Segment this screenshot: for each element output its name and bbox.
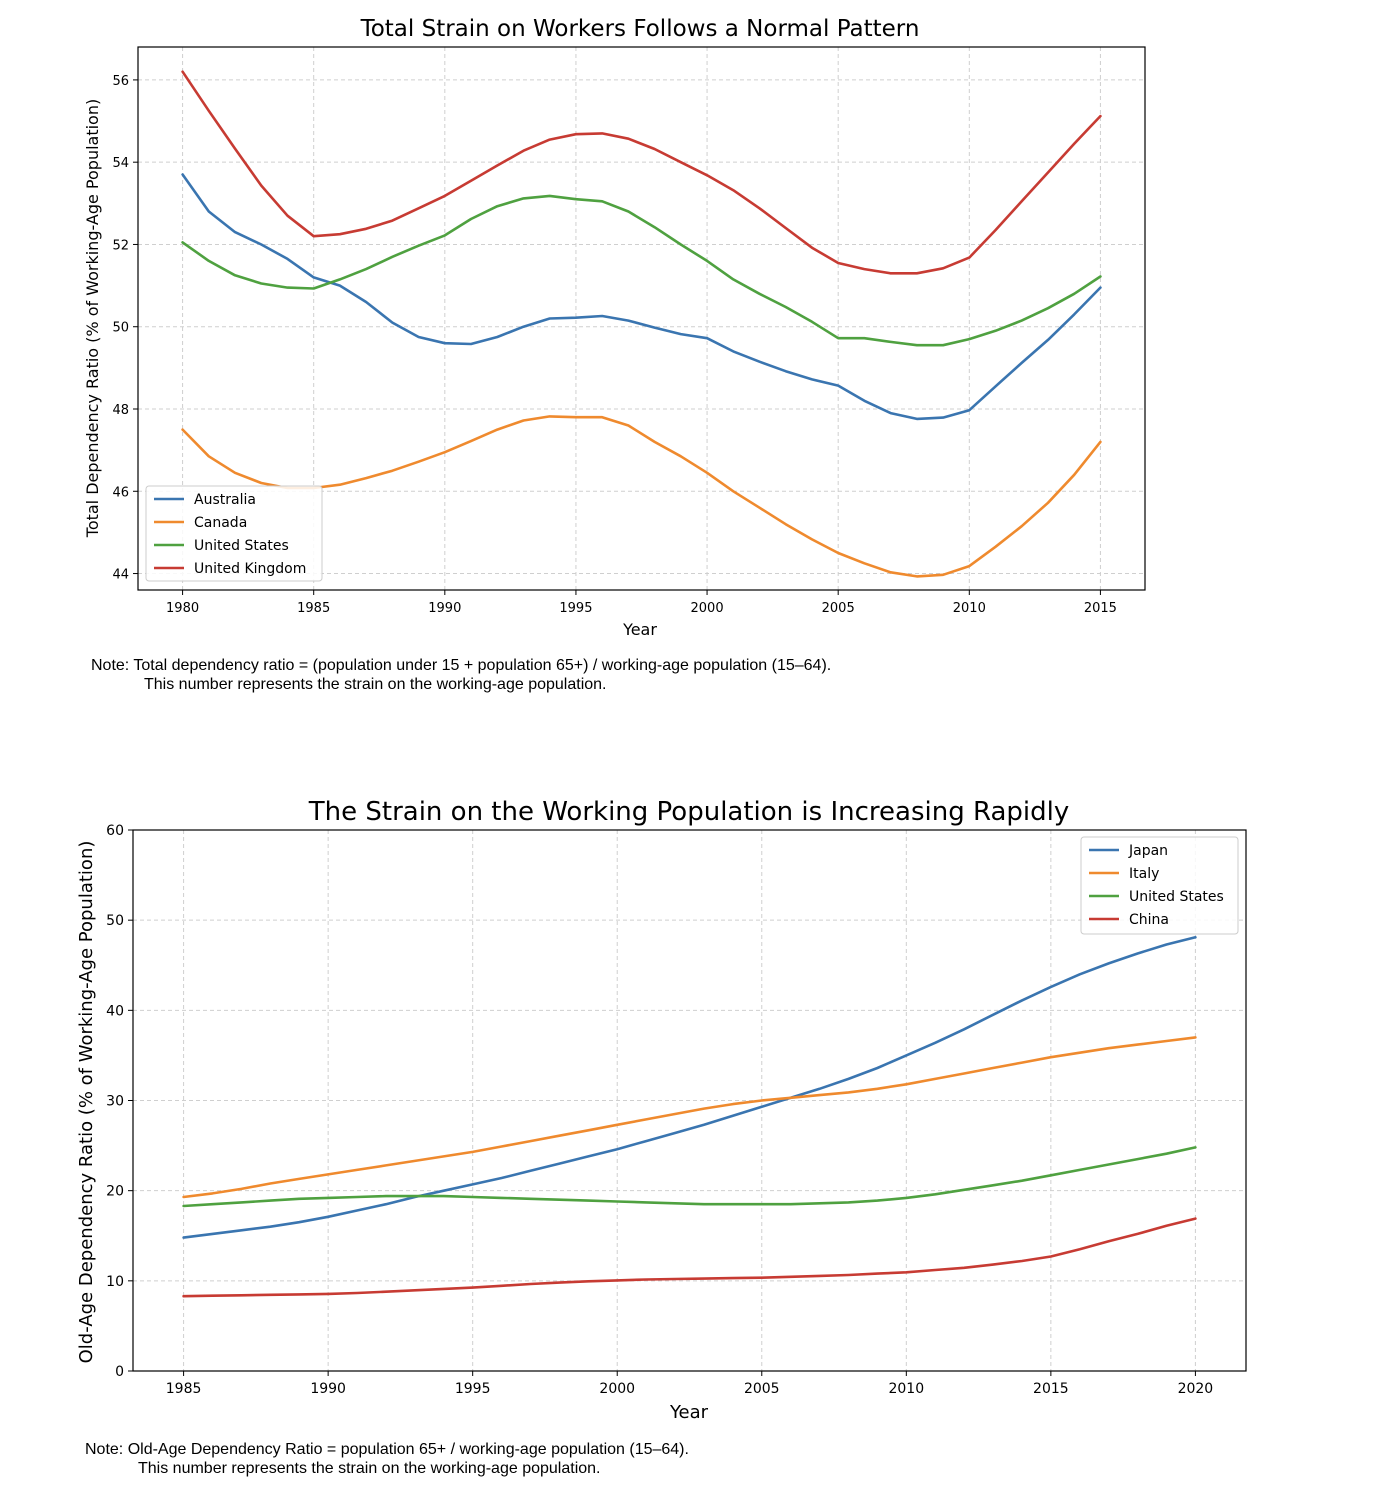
- x-tick-label: 1980: [166, 601, 199, 616]
- y-tick-label: 0: [115, 1364, 124, 1380]
- total-dependency-chart: Total Strain on Workers Follows a Normal…: [83, 16, 1146, 639]
- chart2-x-axis-label: Year: [669, 1402, 709, 1423]
- x-tick-label: 1990: [428, 601, 461, 616]
- chart2-note-line2: This number represents the strain on the…: [138, 1460, 601, 1477]
- y-tick-label: 54: [112, 156, 129, 171]
- chart1-y-axis-label: Total Dependency Ratio (% of Working-Age…: [83, 99, 102, 538]
- x-tick-label: 2010: [953, 601, 986, 616]
- chart1-series-lines: [181, 70, 1102, 578]
- chart1-plot-frame: [137, 46, 1146, 591]
- chart1-x-axis-label: Year: [622, 620, 657, 639]
- chart1-legend: Australia Canada United States United Kingd…: [145, 485, 323, 582]
- legend-label: China: [1129, 912, 1169, 928]
- x-tick-label: 2015: [1033, 1381, 1069, 1397]
- series-line-china: [182, 1217, 1197, 1298]
- series-line-united-kingdom: [181, 70, 1102, 275]
- x-tick-label: 2010: [888, 1381, 924, 1397]
- y-tick-label: 52: [112, 238, 129, 253]
- legend-label: Australia: [194, 492, 256, 508]
- y-tick-label: 60: [106, 823, 124, 839]
- legend-label: Italy: [1129, 866, 1159, 882]
- chart1-note-line2: This number represents the strain on the…: [144, 676, 607, 693]
- chart2-legend: Japan Italy United States China: [1080, 836, 1239, 935]
- legend-label: United States: [1129, 889, 1224, 905]
- legend-label: United States: [194, 538, 289, 554]
- series-line-australia: [181, 173, 1102, 421]
- chart2-grid: [133, 829, 1246, 1372]
- x-tick-label: 2020: [1178, 1381, 1214, 1397]
- legend-label: Japan: [1128, 843, 1168, 859]
- x-tick-label: 2005: [744, 1381, 780, 1397]
- old-age-dependency-chart: The Strain on the Working Population is …: [76, 797, 1247, 1423]
- series-line-japan: [182, 936, 1197, 1239]
- x-tick-label: 2005: [822, 601, 855, 616]
- chart2-y-axis-label: Old-Age Dependency Ratio (% of Working-A…: [76, 841, 97, 1364]
- series-line-united-states: [181, 194, 1102, 347]
- chart2-series-lines: [182, 936, 1197, 1298]
- x-tick-label: 2015: [1084, 601, 1117, 616]
- x-tick-label: 2000: [599, 1381, 635, 1397]
- y-tick-label: 10: [106, 1274, 124, 1290]
- y-tick-label: 56: [112, 74, 129, 89]
- chart1-title: Total Strain on Workers Follows a Normal…: [360, 16, 920, 42]
- chart2-note-line1: Note: Old-Age Dependency Ratio = populat…: [85, 1441, 689, 1458]
- chart1-legend-box: [145, 485, 323, 582]
- y-tick-label: 48: [112, 403, 129, 418]
- chart2-ticks: 1985 1990 1995 2000 2005 2010 2015 2020 0 10 20 30 4…: [106, 823, 1213, 1397]
- y-tick-label: 50: [112, 321, 129, 336]
- x-tick-label: 1985: [166, 1381, 202, 1397]
- y-tick-label: 30: [106, 1094, 124, 1110]
- chart1-note-line1: Note: Total dependency ratio = (populati…: [91, 657, 832, 674]
- chart2-title: The Strain on the Working Population is …: [308, 797, 1069, 827]
- x-tick-label: 1985: [297, 601, 330, 616]
- x-tick-label: 1995: [559, 601, 592, 616]
- legend-label: United Kingdom: [194, 561, 306, 577]
- y-tick-label: 44: [112, 568, 129, 583]
- chart2-legend-box: [1080, 836, 1239, 935]
- y-tick-label: 20: [106, 1184, 124, 1200]
- series-line-united-states: [182, 1146, 1197, 1208]
- x-tick-label: 1990: [310, 1381, 346, 1397]
- y-tick-label: 50: [106, 913, 124, 929]
- series-line-canada: [181, 415, 1102, 578]
- y-tick-label: 40: [106, 1003, 124, 1019]
- x-tick-label: 2000: [691, 601, 724, 616]
- chart1-ticks: 1980 1985 1990 1995 2000 2005 2010 2015 44 46 48 50…: [112, 74, 1117, 616]
- legend-label: Canada: [194, 515, 247, 531]
- x-tick-label: 1995: [455, 1381, 491, 1397]
- series-line-italy: [182, 1036, 1197, 1199]
- y-tick-label: 46: [112, 485, 129, 500]
